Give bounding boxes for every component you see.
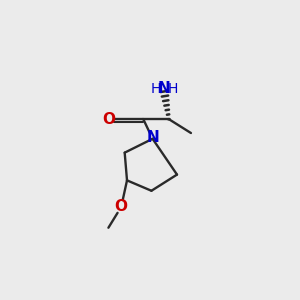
Text: N: N xyxy=(158,81,171,96)
Text: H: H xyxy=(150,82,161,96)
Text: N: N xyxy=(146,130,159,145)
Text: H: H xyxy=(168,82,178,96)
Text: O: O xyxy=(115,200,128,214)
Text: O: O xyxy=(102,112,115,127)
